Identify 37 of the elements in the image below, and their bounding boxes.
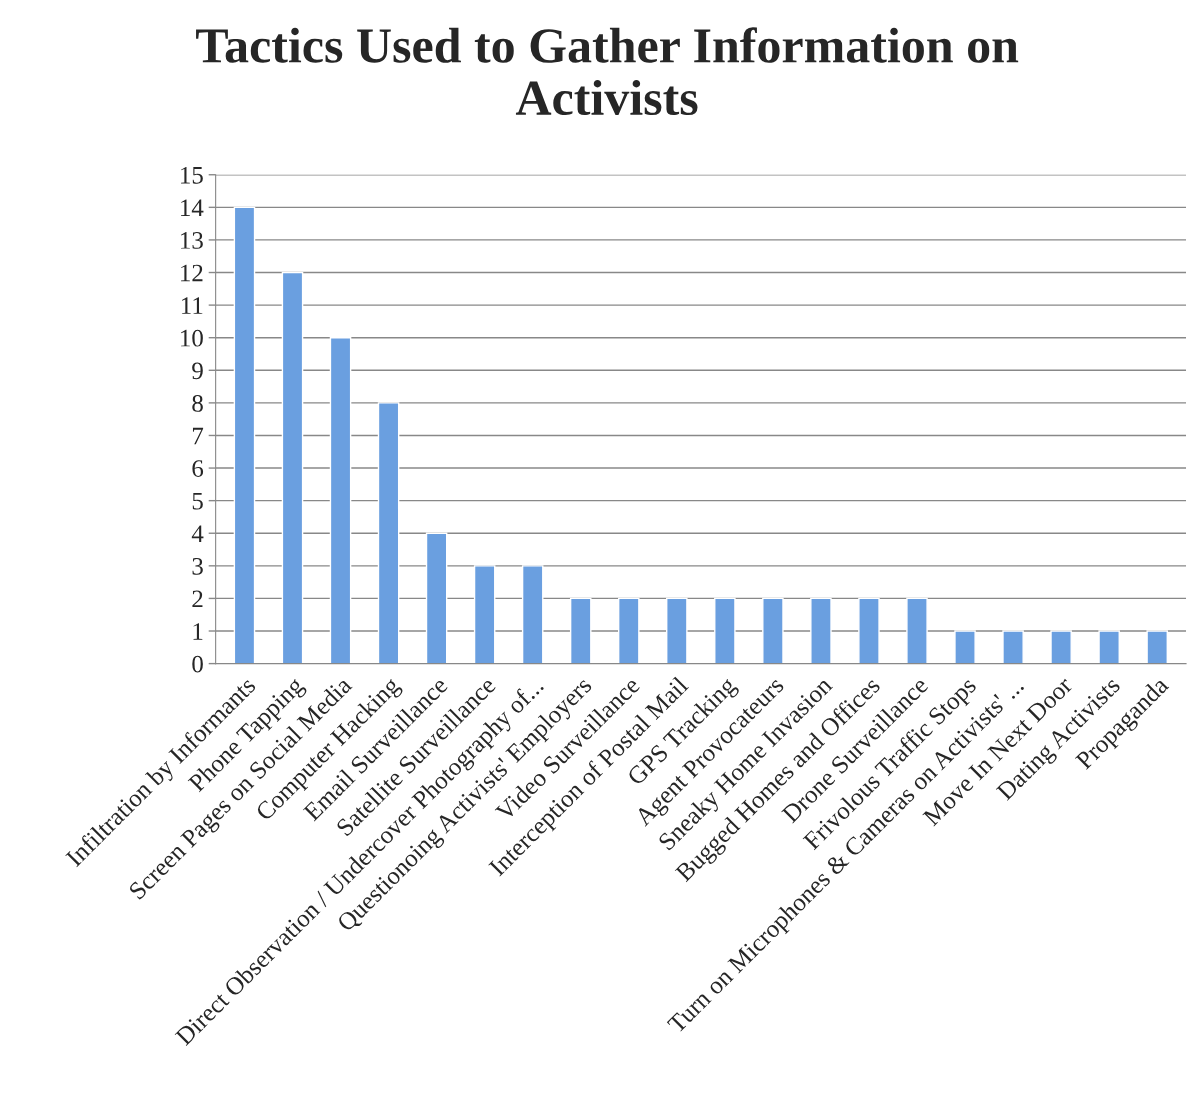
bar bbox=[810, 597, 832, 664]
bar bbox=[617, 597, 640, 664]
bar bbox=[473, 565, 496, 664]
y-tick-label: 2 bbox=[192, 590, 203, 608]
bar bbox=[1002, 630, 1024, 664]
bar bbox=[954, 630, 976, 664]
y-tick-label: 5 bbox=[192, 492, 203, 510]
bar bbox=[569, 597, 592, 664]
y-tick-label: 0 bbox=[192, 655, 203, 673]
bar bbox=[858, 597, 880, 664]
y-tick-label: 3 bbox=[192, 557, 203, 575]
y-tick-label: 8 bbox=[192, 394, 203, 412]
y-tick-label: 6 bbox=[192, 460, 204, 477]
y-tick-label: 10 bbox=[181, 329, 203, 347]
bar bbox=[1146, 630, 1168, 664]
y-tick-label: 4 bbox=[191, 525, 204, 542]
bar bbox=[233, 206, 256, 664]
y-tick-label: 12 bbox=[181, 264, 203, 282]
y-tick-label: 13 bbox=[181, 232, 203, 249]
y-tick-label: 9 bbox=[192, 362, 203, 380]
bar bbox=[1098, 630, 1120, 664]
y-tick-label: 11 bbox=[181, 297, 203, 314]
y-tick-label: 14 bbox=[181, 199, 204, 217]
bar bbox=[329, 337, 352, 664]
bar bbox=[1050, 630, 1072, 664]
y-tick-label: 15 bbox=[181, 166, 203, 184]
chart-title: Tactics Used to Gather Information on Activists bbox=[196, 27, 1019, 116]
y-tick-label: 1 bbox=[193, 623, 203, 640]
y-tick-label: 7 bbox=[192, 427, 204, 445]
bar bbox=[666, 597, 688, 664]
bar bbox=[762, 597, 784, 664]
bar bbox=[377, 402, 400, 664]
bar bbox=[521, 565, 544, 664]
bar bbox=[714, 597, 736, 664]
bar bbox=[281, 271, 304, 664]
bar bbox=[425, 532, 448, 664]
bar bbox=[906, 597, 928, 664]
